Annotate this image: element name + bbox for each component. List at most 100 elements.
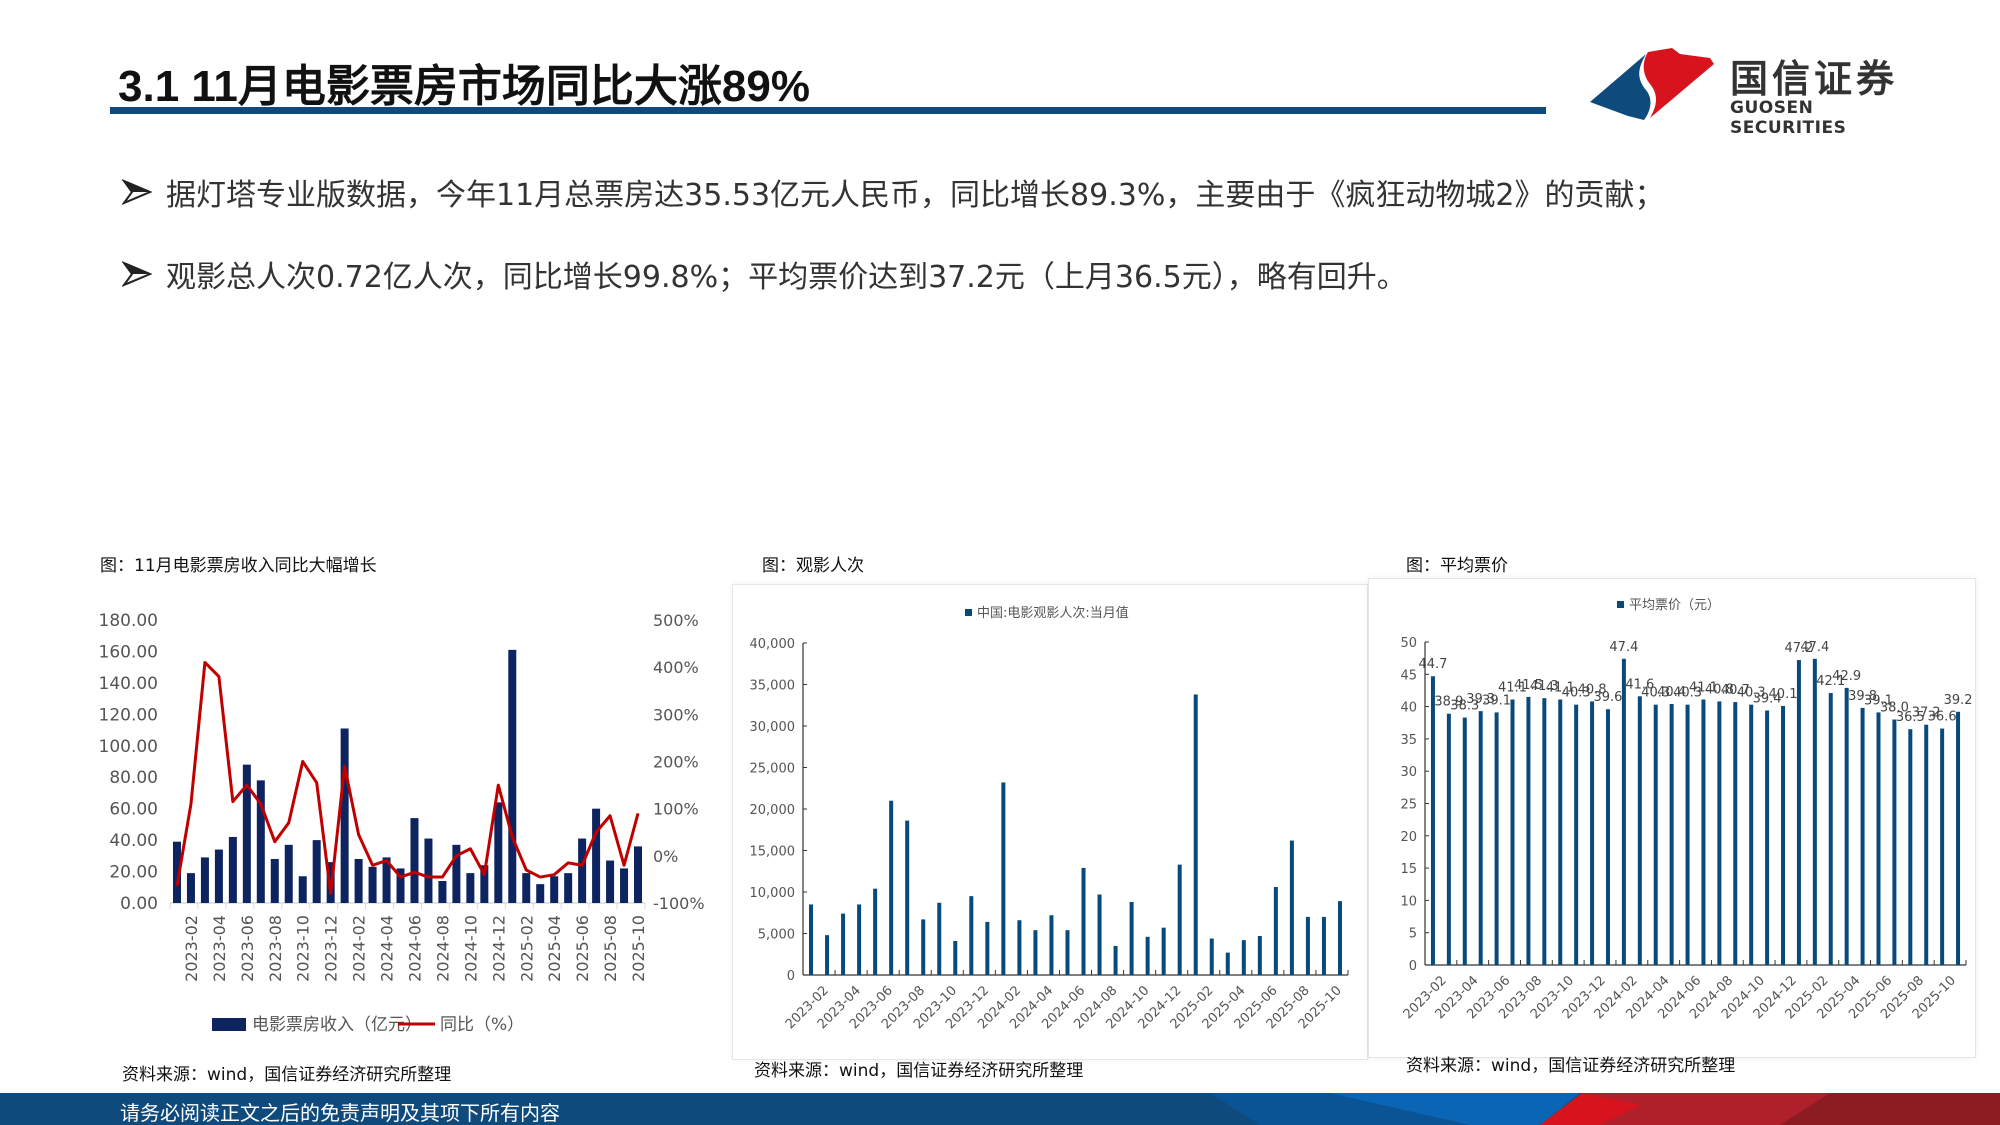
bar bbox=[214, 849, 223, 903]
right-axis-tick: 0% bbox=[653, 847, 678, 866]
left-axis-tick: 180.00 bbox=[99, 611, 158, 631]
data-label: 41.5 bbox=[1514, 678, 1543, 693]
x-axis-tick: 2023-08 bbox=[266, 915, 285, 982]
data-label: 40.7 bbox=[1721, 683, 1750, 698]
bar bbox=[1844, 687, 1849, 965]
bar bbox=[1558, 699, 1563, 965]
bar bbox=[1478, 711, 1483, 965]
bar bbox=[1876, 712, 1881, 965]
bar bbox=[1337, 901, 1342, 975]
data-label: 40.3 bbox=[1641, 686, 1670, 701]
y-axis-tick: 30 bbox=[1400, 765, 1417, 780]
y-axis-tick: 40,000 bbox=[750, 637, 796, 652]
attendance-chart-panel: 中国:电影观影人次:当月值 0 5,000 10,000 15,000 20,000 25,… bbox=[732, 584, 1368, 1060]
data-label: 39.1 bbox=[1482, 693, 1511, 708]
bar bbox=[841, 913, 846, 975]
figure-3-caption: 图：平均票价 bbox=[1406, 556, 1508, 576]
bullet-item-attendance: 观影总人次0.72亿人次，同比增长99.8%；平均票价达到37.2元（上月36.… bbox=[121, 252, 1407, 296]
bar bbox=[1462, 717, 1467, 965]
y-axis-tick: 30,000 bbox=[750, 720, 796, 735]
x-axis-tick: 2023-06 bbox=[238, 915, 257, 982]
bar bbox=[340, 728, 349, 903]
bar bbox=[172, 841, 181, 903]
x-axis-tick: 2025-02 bbox=[517, 915, 536, 982]
bar bbox=[1065, 930, 1070, 975]
bar bbox=[186, 873, 195, 903]
left-axis-tick: 0.00 bbox=[120, 894, 158, 914]
bar bbox=[1828, 693, 1833, 965]
data-label: 39.6 bbox=[1594, 690, 1623, 705]
bar bbox=[1621, 658, 1626, 965]
legend-label: 中国:电影观影人次:当月值 bbox=[977, 605, 1129, 621]
x-axis-tick: 2023-10 bbox=[294, 915, 313, 982]
data-label: 41.6 bbox=[1625, 677, 1654, 692]
footer-bar: 请务必阅读正文之后的免责声明及其项下所有内容 bbox=[0, 1093, 2000, 1125]
bar bbox=[480, 865, 489, 903]
bar bbox=[1049, 915, 1054, 975]
bullet-text: 据灯塔专业版数据，今年11月总票房达35.53亿元人民币，同比增长89.3%，主… bbox=[166, 178, 1665, 213]
bar bbox=[1430, 676, 1435, 965]
bar bbox=[298, 876, 307, 903]
x-axis-tick: 2024-10 bbox=[461, 915, 480, 982]
bar bbox=[1908, 729, 1913, 965]
left-axis-tick: 80.00 bbox=[109, 768, 158, 788]
data-label: 40.3 bbox=[1562, 686, 1591, 701]
bar bbox=[606, 860, 615, 903]
bar bbox=[1669, 704, 1674, 965]
bar bbox=[1145, 936, 1150, 975]
legend-label: 电影票房收入（亿元） bbox=[252, 1015, 422, 1035]
data-label: 41.1 bbox=[1689, 680, 1718, 695]
bar bbox=[578, 838, 587, 903]
bar bbox=[1494, 712, 1499, 965]
bar bbox=[354, 858, 363, 903]
bar bbox=[1001, 782, 1006, 975]
bar bbox=[1956, 711, 1961, 965]
data-label: 39.1 bbox=[1864, 693, 1893, 708]
right-axis-tick: -100% bbox=[653, 894, 705, 913]
bar bbox=[1446, 713, 1451, 965]
bar bbox=[1241, 940, 1246, 975]
bar bbox=[1765, 710, 1770, 965]
arrow-bullet-icon bbox=[121, 178, 156, 213]
left-axis-tick: 40.00 bbox=[109, 831, 158, 851]
right-axis-tick: 400% bbox=[653, 658, 699, 677]
data-label: 38.0 bbox=[1880, 701, 1909, 716]
y-axis-tick: 20 bbox=[1400, 830, 1417, 845]
x-axis-tick: 2025-06 bbox=[573, 915, 592, 982]
bar bbox=[1796, 660, 1801, 965]
bar bbox=[1017, 920, 1022, 975]
data-label: 36.6 bbox=[1928, 710, 1957, 725]
bar bbox=[438, 880, 447, 903]
figure-2-source: 资料来源：wind，国信证券经济研究所整理 bbox=[754, 1061, 1084, 1081]
x-axis-tick: 2025-10 bbox=[629, 915, 648, 982]
bar bbox=[809, 904, 814, 975]
bar bbox=[270, 858, 279, 903]
bar bbox=[1733, 702, 1738, 965]
bar bbox=[1081, 867, 1086, 975]
box-office-chart: 0.00 20.00 40.00 60.00 80.00 100.00 120.00 140.… bbox=[99, 611, 705, 1035]
data-label: 42.9 bbox=[1832, 669, 1861, 684]
y-axis-tick: 35 bbox=[1400, 733, 1417, 748]
bar bbox=[256, 780, 265, 903]
x-axis-tick: 2023-02 bbox=[182, 915, 201, 982]
bar bbox=[1257, 935, 1262, 975]
bar bbox=[921, 919, 926, 975]
bar bbox=[592, 808, 601, 903]
bar bbox=[228, 836, 237, 903]
bar bbox=[1940, 728, 1945, 965]
bar bbox=[1177, 864, 1182, 975]
y-axis-tick: 0 bbox=[787, 969, 795, 984]
title-underline bbox=[110, 107, 1546, 114]
bar bbox=[550, 876, 559, 903]
left-axis-tick: 160.00 bbox=[99, 642, 158, 662]
data-label: 40.1 bbox=[1769, 687, 1798, 702]
bar bbox=[466, 873, 475, 903]
y-axis-tick: 45 bbox=[1400, 668, 1417, 683]
bar bbox=[1510, 699, 1515, 965]
bar bbox=[985, 921, 990, 975]
x-axis-tick: 2024-02 bbox=[350, 915, 369, 982]
left-axis-tick: 60.00 bbox=[109, 800, 158, 820]
bar bbox=[200, 857, 209, 903]
bar bbox=[1542, 698, 1547, 965]
bar bbox=[1305, 916, 1310, 975]
